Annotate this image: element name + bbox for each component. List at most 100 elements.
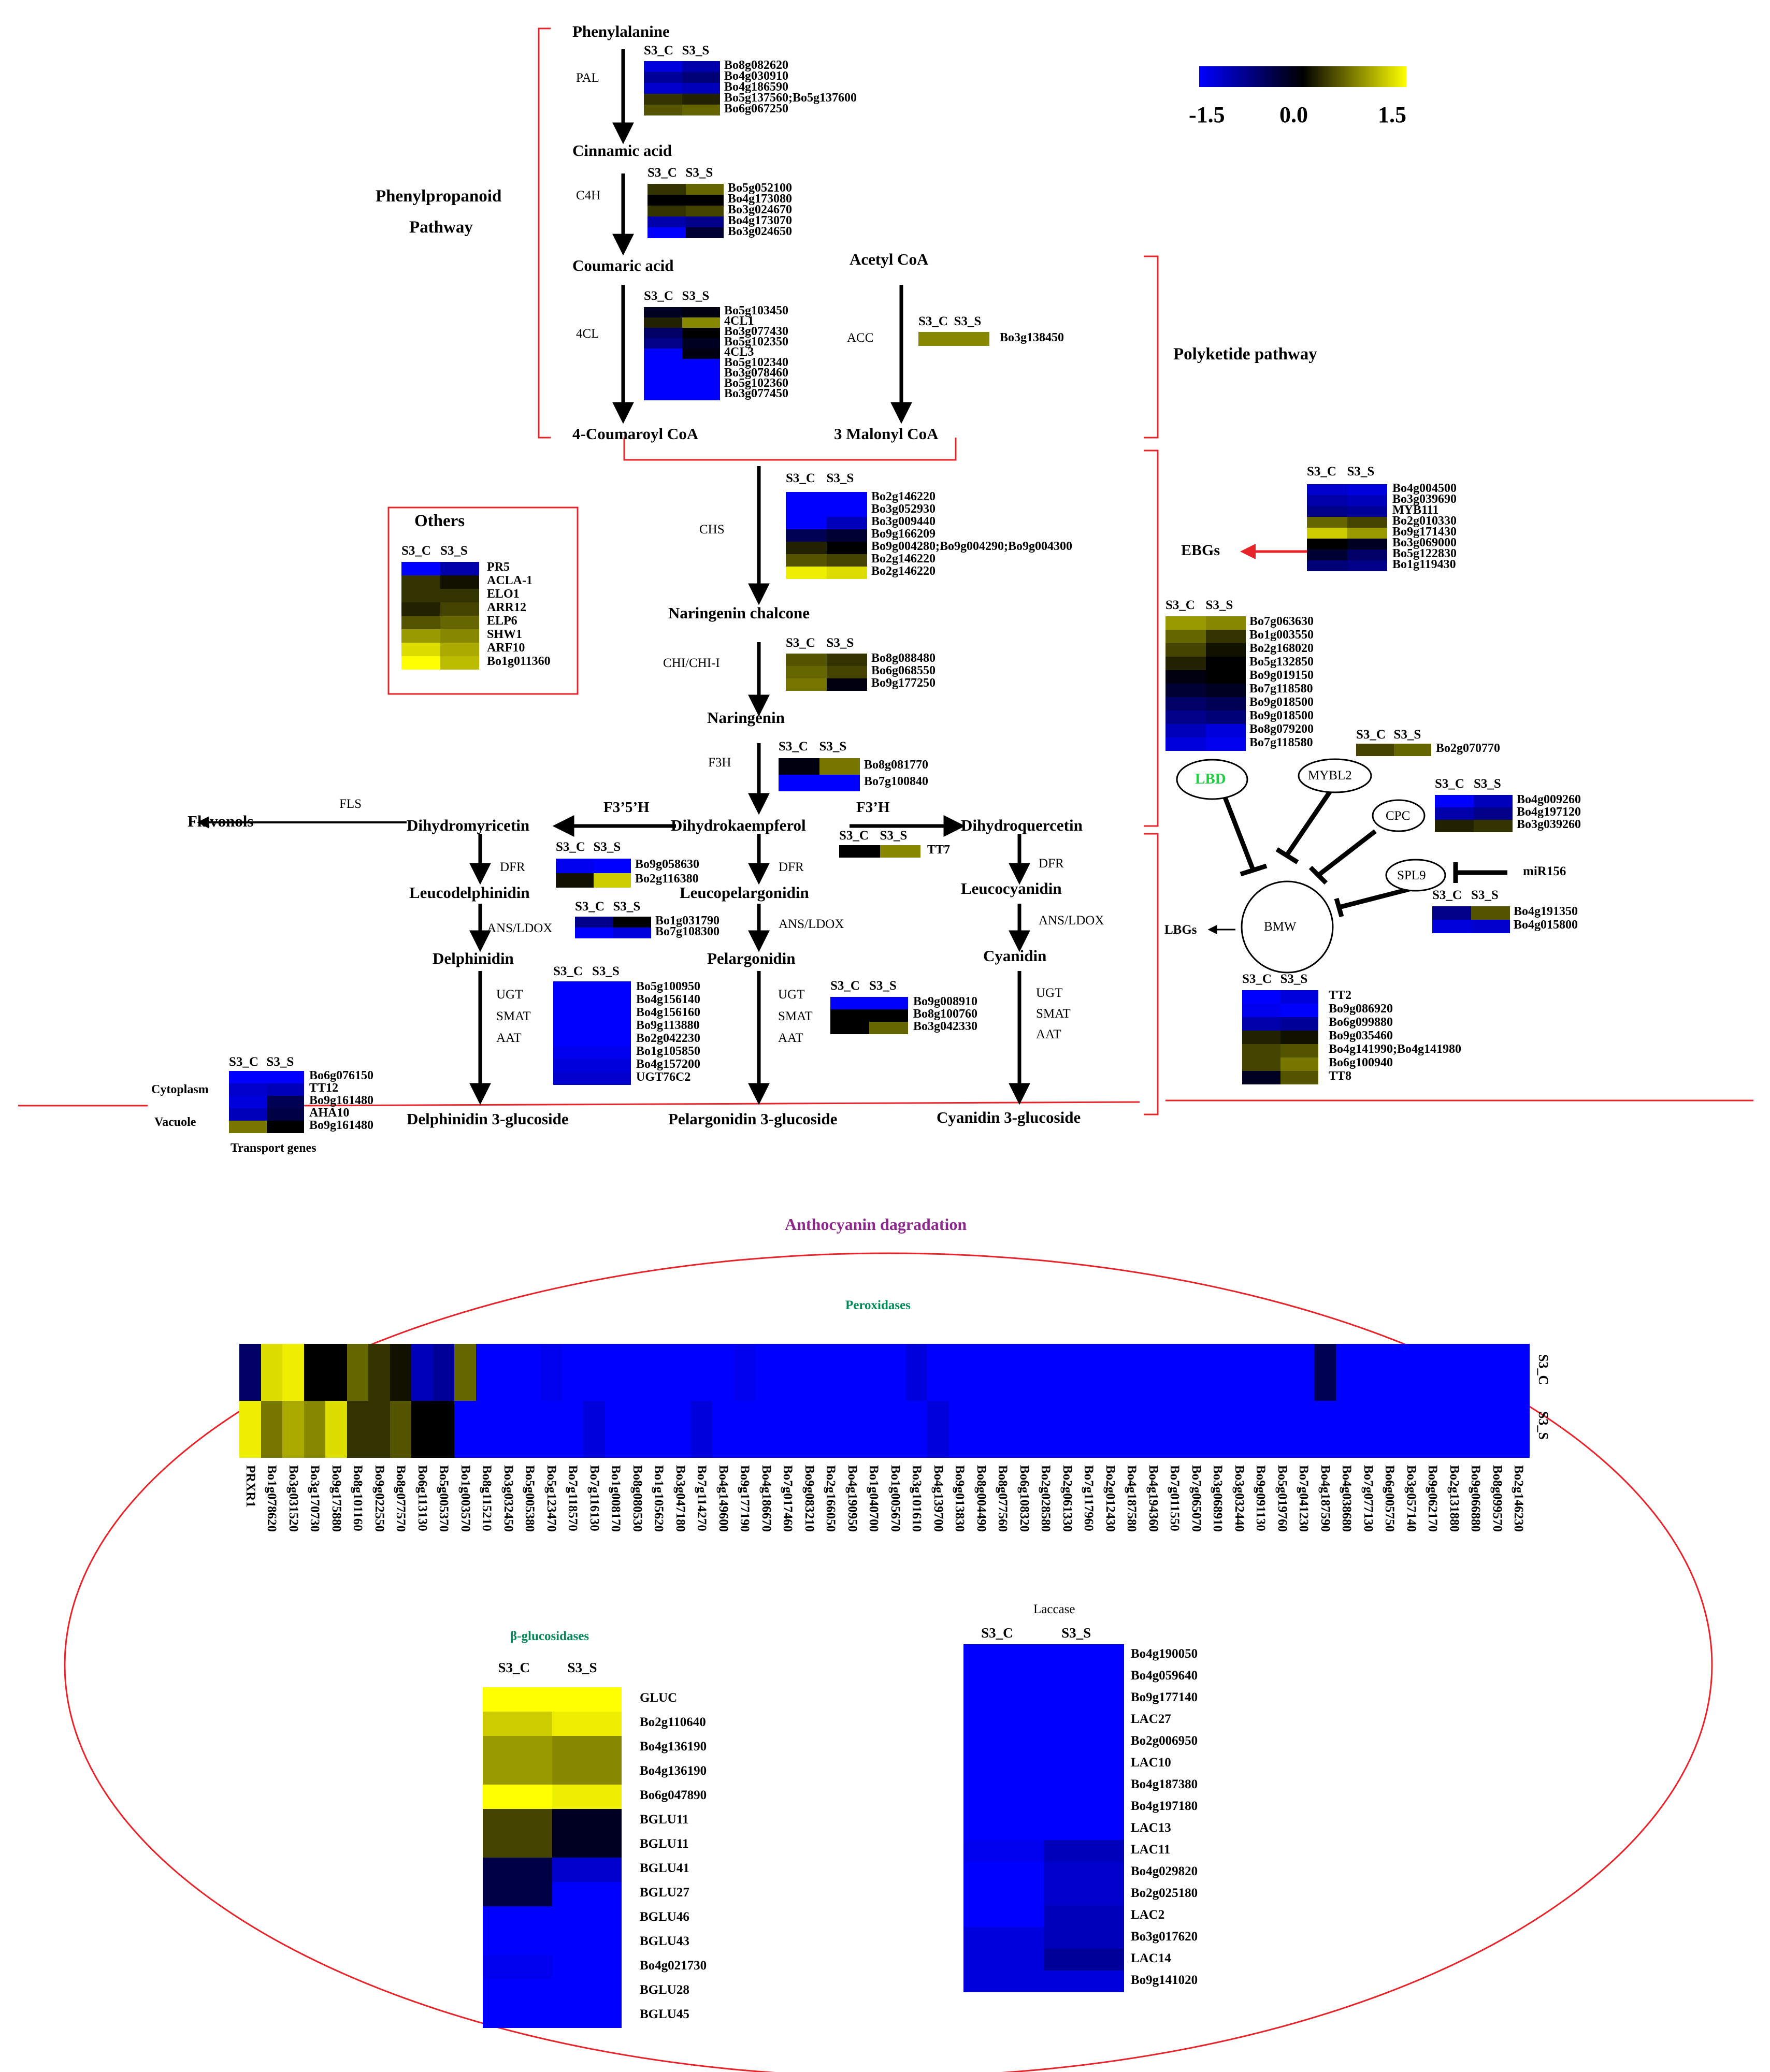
gene-label: Bo3g042330 xyxy=(913,1020,978,1033)
enzyme-chs: CHS xyxy=(699,523,725,537)
heatmap-cell xyxy=(401,629,440,643)
pathway-brackets xyxy=(18,27,1753,2072)
gene-label: Bo7g118580 xyxy=(1249,682,1313,696)
heatmap-cell xyxy=(733,1344,756,1401)
metabolite-dihydroquercetin: Dihydroquercetin xyxy=(961,816,1083,834)
heatmap-cell xyxy=(685,195,724,206)
heatmap-cell xyxy=(401,656,440,670)
heatmap-cell xyxy=(1099,1344,1121,1401)
heatmap-cell xyxy=(1163,1344,1186,1401)
heatmap-cell xyxy=(786,504,827,517)
heatmap-cell xyxy=(552,1906,622,1931)
heatmap-cell xyxy=(519,1401,541,1458)
heatmap-cell xyxy=(963,1818,1044,1840)
heatmap-cell xyxy=(1432,920,1471,933)
heatmap-cell xyxy=(552,1955,622,1979)
enzyme-f3prime-h: F3’H xyxy=(856,799,890,816)
gene-label: Bo2g070770 xyxy=(1436,742,1501,755)
heatmap-cell xyxy=(1400,1344,1422,1401)
heatmap-cell xyxy=(266,1071,304,1083)
gene-label: Bo7g041230 xyxy=(1297,1465,1311,1532)
heatmap-cell xyxy=(647,1344,670,1401)
heatmap-column-header: S3_C xyxy=(498,1660,530,1675)
heatmap-cell xyxy=(613,917,651,928)
gene-label: Bo4g141990;Bo4g141980 xyxy=(1329,1042,1462,1056)
heatmap-cell xyxy=(497,1344,520,1401)
heatmap-cell xyxy=(841,1344,864,1401)
heatmap-cell xyxy=(1165,684,1206,697)
heatmap-cell xyxy=(682,328,720,338)
heatmap-cell xyxy=(954,332,989,346)
heatmap-cell xyxy=(553,1033,592,1046)
heatmap-cell xyxy=(644,380,682,390)
gene-label: TT12 xyxy=(309,1081,339,1095)
enzyme-ans-left: ANS/LDOX xyxy=(487,921,553,935)
heatmap-cell xyxy=(440,656,479,670)
heatmap-cell xyxy=(1165,711,1206,724)
heatmap-cell xyxy=(1307,506,1347,517)
metabolite-malonyl-coa: 3 Malonyl CoA xyxy=(834,425,939,443)
heatmap-column-header: S3_S xyxy=(1347,465,1375,479)
heatmap-cell xyxy=(1205,737,1246,751)
heatmap-cell xyxy=(786,567,827,579)
heatmap-cell xyxy=(1307,549,1347,560)
phenylpropanoid-title-line2: Pathway xyxy=(409,218,473,237)
heatmap-cell xyxy=(1292,1344,1315,1401)
metabolite-cinnamic-acid: Cinnamic acid xyxy=(572,141,672,160)
heatmap-cell xyxy=(626,1401,649,1458)
gene-label: Bo4g030910 xyxy=(724,69,789,83)
heatmap-cell xyxy=(1271,1401,1293,1458)
heatmap-cell xyxy=(682,307,720,317)
heatmap-cell xyxy=(647,195,686,206)
gene-label: Bo3g078460 xyxy=(724,366,789,380)
heatmap-column-header: S3_S xyxy=(880,829,908,843)
heatmap-cell xyxy=(682,105,720,115)
heatmap-row-header: S3_S xyxy=(1536,1411,1551,1440)
gene-label: Bo5g122830 xyxy=(1392,546,1457,560)
heatmap-cell xyxy=(261,1344,283,1401)
heatmap-cell xyxy=(483,1809,552,1833)
heatmap-column-header: S3_S xyxy=(1280,972,1308,986)
heatmap-cell xyxy=(1314,1344,1336,1401)
heatmap-chi xyxy=(786,654,867,691)
heatmap-cell xyxy=(229,1083,267,1096)
heatmap-cell xyxy=(325,1401,348,1458)
enzyme-ans-center: ANS/LDOX xyxy=(779,917,844,931)
heatmap-cell xyxy=(963,1731,1044,1753)
heatmap-cell xyxy=(1280,1031,1318,1044)
heatmap-cell xyxy=(779,758,819,775)
gene-label: Bo6g100940 xyxy=(1329,1056,1393,1069)
heatmap-cell xyxy=(1056,1401,1078,1458)
heatmap-cell xyxy=(540,1344,563,1401)
membrane-line-center xyxy=(303,1101,1140,1107)
label-cytoplasm: Cytoplasm xyxy=(151,1083,209,1096)
heatmap-cell xyxy=(862,1344,885,1401)
heatmap-cell xyxy=(440,616,479,629)
heatmap-cell xyxy=(963,1644,1044,1666)
gene-label: Bo9g035460 xyxy=(1329,1029,1393,1042)
gene-label: TT2 xyxy=(1329,989,1352,1002)
heatmap-cell xyxy=(605,1344,627,1401)
heatmap-cell xyxy=(880,845,920,858)
heatmap-ans xyxy=(575,917,651,938)
heatmap-cell xyxy=(905,1401,928,1458)
heatmap-cell xyxy=(229,1071,267,1083)
gene-label: Bo8g004490 xyxy=(974,1465,988,1532)
gene-label: Bo1g008170 xyxy=(609,1465,623,1532)
heatmap-cell xyxy=(553,1059,592,1072)
gene-label: TT8 xyxy=(1329,1069,1352,1083)
heatmap-cell xyxy=(401,575,440,589)
heatmap-cell xyxy=(682,317,720,328)
heatmap-chs xyxy=(786,492,867,579)
heatmap-cell xyxy=(483,1712,552,1736)
heatmap-cell xyxy=(593,873,631,888)
heatmap-cell xyxy=(647,216,686,227)
heatmap-cell xyxy=(266,1083,304,1096)
heatmap-column-header: S3_S xyxy=(826,471,854,485)
gene-label: Bo1g105620 xyxy=(652,1465,666,1532)
gene-label: Bo8g077570 xyxy=(394,1465,408,1532)
gene-label: Bo9g161480 xyxy=(309,1094,374,1107)
heatmap-cell xyxy=(575,928,613,938)
heatmap-cell xyxy=(1185,1401,1207,1458)
heatmap-cell xyxy=(553,981,592,994)
